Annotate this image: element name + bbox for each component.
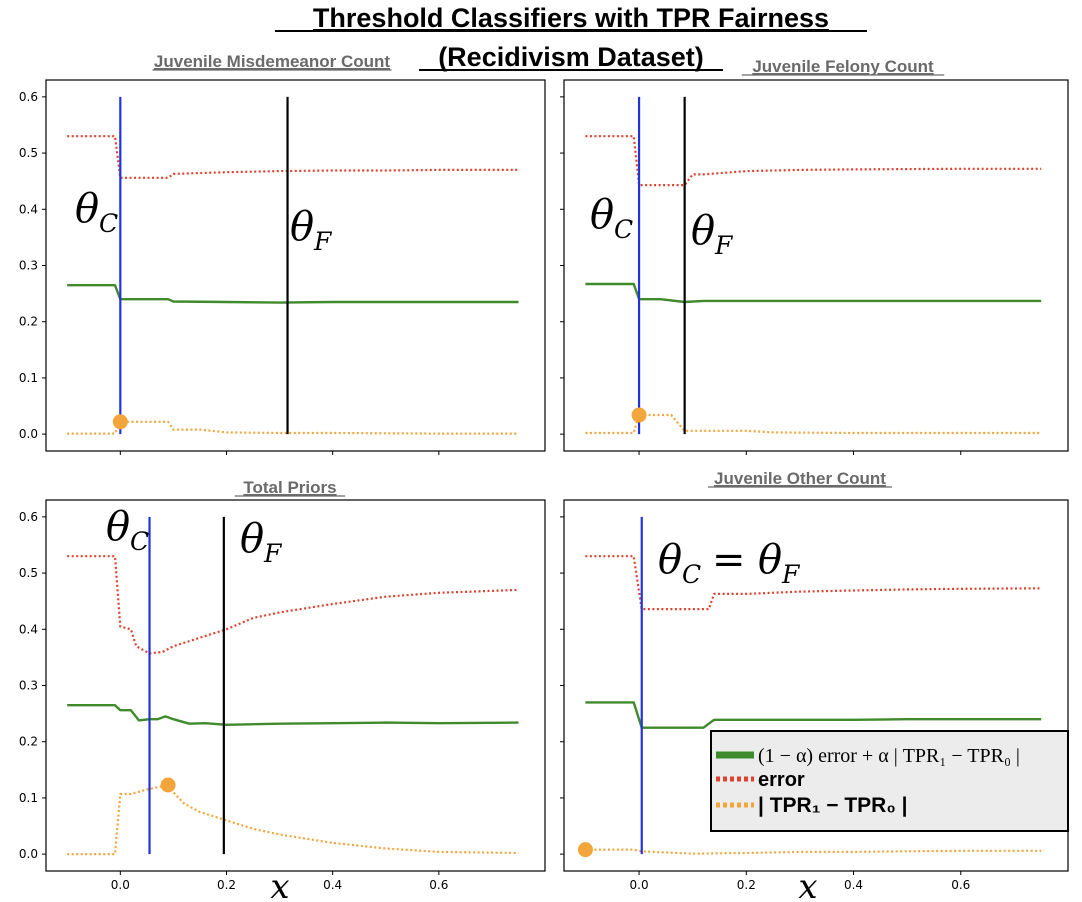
x-axis-label: x — [270, 867, 289, 902]
theta-f-label-subscript: F — [313, 227, 333, 256]
y-tick-label: 0.5 — [19, 566, 38, 580]
series-combined — [67, 704, 519, 726]
theta-f-label: θ — [290, 204, 314, 250]
y-tick-label: 0.0 — [19, 847, 38, 861]
series-error — [585, 555, 1042, 611]
series-combined — [585, 701, 1042, 729]
y-tick-label: 0.0 — [19, 427, 38, 441]
series-combined — [67, 284, 519, 304]
y-tick-label: 0.5 — [19, 146, 38, 160]
x-tick-label: 0.2 — [217, 878, 236, 892]
y-tick-label: 0.1 — [19, 791, 38, 805]
y-tick-label: 0.6 — [19, 510, 38, 524]
y-tick-label: 0.1 — [19, 371, 38, 385]
x-tick-label: 0.0 — [630, 878, 649, 892]
panel-title: Total Priors — [243, 478, 336, 497]
series-tpr-gap — [585, 413, 1042, 435]
series-tpr-gap — [585, 848, 1042, 855]
y-tick-label: 0.2 — [19, 315, 38, 329]
legend-box — [710, 730, 1069, 832]
y-tick-label: 0.2 — [19, 735, 38, 749]
series-error — [67, 555, 519, 655]
theta-f-label: θ — [691, 208, 715, 254]
legend-label-combined: (1 − α) error + α | TPR₁ − TPR₀ | — [758, 745, 1020, 767]
y-tick-label: 0.4 — [19, 622, 38, 636]
legend-label-error: error — [758, 769, 805, 791]
tpr-gap-marker — [631, 407, 647, 423]
panel-title: Juvenile Felony Count — [752, 57, 934, 76]
figure-title-line2: (Recidivism Dataset) — [438, 42, 704, 72]
theta-c-label: θ — [106, 504, 130, 550]
theta-f-label-subscript: F — [714, 231, 734, 260]
figure-title-line1: Threshold Classifiers with TPR Fairness — [313, 3, 829, 33]
series-tpr-gap — [67, 420, 519, 435]
x-axis-label: x — [798, 867, 817, 902]
series-error — [67, 135, 519, 179]
theta-f-label-subscript: F — [263, 539, 283, 568]
series-tpr-gap — [67, 783, 519, 856]
x-tick-label: 0.0 — [111, 878, 130, 892]
series-error — [585, 135, 1042, 187]
legend: (1 − α) error + α | TPR₁ − TPR₀ | error … — [710, 730, 1069, 832]
theta-f-label: θ — [240, 516, 264, 562]
x-tick-label: 0.6 — [429, 878, 448, 892]
legend-label-tpr-gap: | TPR₁ − TPR₀ | — [758, 794, 908, 817]
panel-title: Juvenile Misdemeanor Count — [154, 52, 390, 71]
panels: Juvenile Misdemeanor Count 0.0 0.1 0.2 0.3 0.… — [19, 52, 1069, 902]
theta-f-label: θ — [758, 537, 782, 583]
tpr-gap-marker — [577, 842, 593, 858]
theta-c-label: θ — [658, 537, 682, 583]
y-tick-label: 0.4 — [19, 202, 38, 216]
tpr-gap-marker — [160, 777, 176, 793]
theta-c-label-subscript: C — [614, 215, 633, 244]
y-tick-label: 0.6 — [19, 90, 38, 104]
x-tick-label: 0.4 — [844, 878, 863, 892]
tpr-gap-marker — [112, 414, 128, 430]
x-tick-label: 0.2 — [737, 878, 756, 892]
panel-3: Total Priors 0.0 0.1 0.2 0.3 0.4 0.5 0.6 0.0 0.2 0… — [19, 478, 546, 902]
panel-title: Juvenile Other Count — [714, 469, 886, 488]
theta-c-label-subscript: C — [130, 527, 149, 556]
theta-c-label: θ — [590, 192, 614, 238]
y-tick-label: 0.3 — [19, 679, 38, 693]
theta-c-label-subscript: C — [682, 560, 701, 589]
theta-c-label-subscript: C — [99, 209, 118, 238]
theta-f-label-subscript: F — [781, 560, 801, 589]
x-tick-label: 0.4 — [323, 878, 342, 892]
panel-1: Juvenile Misdemeanor Count 0.0 0.1 0.2 0.3 0.… — [19, 52, 546, 455]
theta-equals: = — [712, 537, 746, 583]
series-combined — [585, 282, 1042, 304]
plot-frame — [45, 499, 546, 872]
y-tick-label: 0.3 — [19, 259, 38, 273]
theta-c-label: θ — [75, 186, 99, 232]
x-tick-label: 0.6 — [951, 878, 970, 892]
